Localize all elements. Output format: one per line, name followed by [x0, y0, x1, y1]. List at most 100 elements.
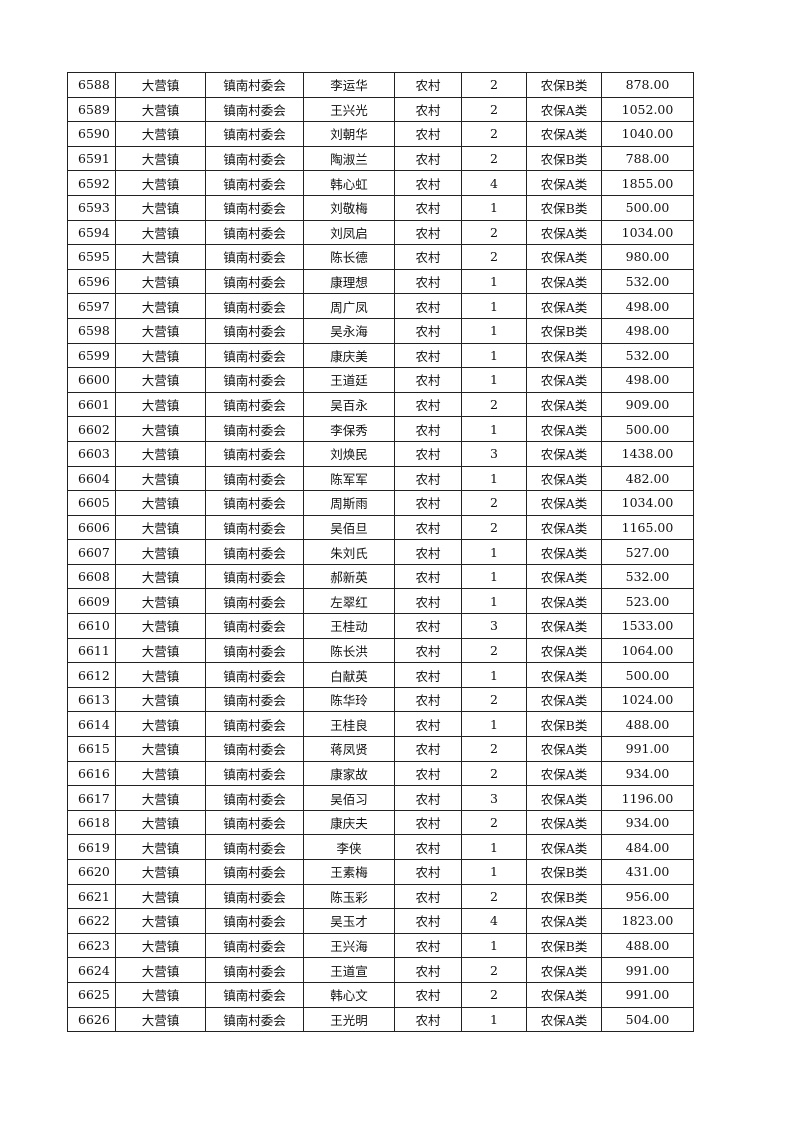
- household-type-cell: 农村: [394, 736, 462, 762]
- table-row: 6588 大营镇 镇南村委会 李运华 农村 2 农保B类 878.00: [67, 72, 694, 98]
- name-cell: 陈长洪: [303, 637, 395, 664]
- family-size-cell: 1: [461, 465, 527, 492]
- village-committee-cell: 镇南村委会: [205, 194, 304, 221]
- name-cell: 吴百永: [303, 391, 395, 418]
- table-row: 6599 大营镇 镇南村委会 康庆美 农村 1 农保A类 532.00: [67, 342, 694, 369]
- household-type-cell: 农村: [394, 711, 462, 738]
- insurance-category-cell: 农保B类: [526, 317, 602, 344]
- household-type-cell: 农村: [394, 440, 462, 467]
- row-number-cell: 6599: [67, 342, 116, 369]
- row-number-cell: 6617: [67, 785, 116, 811]
- table-row: 6618 大营镇 镇南村委会 康庆夫 农村 2 农保A类 934.00: [67, 809, 694, 836]
- name-cell: 王桂良: [303, 711, 395, 738]
- household-type-cell: 农村: [394, 194, 462, 221]
- village-committee-cell: 镇南村委会: [205, 834, 304, 860]
- town-cell: 大营镇: [115, 416, 206, 442]
- village-committee-cell: 镇南村委会: [205, 465, 304, 492]
- amount-cell: 484.00: [601, 834, 694, 860]
- village-committee-cell: 镇南村委会: [205, 760, 304, 787]
- name-cell: 吴永海: [303, 317, 395, 344]
- row-number-cell: 6593: [67, 194, 116, 221]
- row-number-cell: 6594: [67, 219, 116, 246]
- name-cell: 王兴海: [303, 932, 395, 959]
- village-committee-cell: 镇南村委会: [205, 1006, 304, 1033]
- amount-cell: 498.00: [601, 317, 694, 344]
- family-size-cell: 1: [461, 317, 527, 344]
- table-row: 6623 大营镇 镇南村委会 王兴海 农村 1 农保B类 488.00: [67, 932, 694, 959]
- row-number-cell: 6610: [67, 613, 116, 639]
- insurance-category-cell: 农保B类: [526, 932, 602, 959]
- village-committee-cell: 镇南村委会: [205, 809, 304, 836]
- row-number-cell: 6602: [67, 416, 116, 442]
- insurance-category-cell: 农保A类: [526, 637, 602, 664]
- table-row: 6595 大营镇 镇南村委会 陈长德 农村 2 农保A类 980.00: [67, 244, 694, 270]
- household-type-cell: 农村: [394, 367, 462, 393]
- amount-cell: 1438.00: [601, 440, 694, 467]
- village-committee-cell: 镇南村委会: [205, 342, 304, 369]
- town-cell: 大营镇: [115, 563, 206, 590]
- family-size-cell: 2: [461, 145, 527, 172]
- insurance-category-cell: 农保A类: [526, 563, 602, 590]
- family-size-cell: 2: [461, 72, 527, 98]
- table-row: 6610 大营镇 镇南村委会 王桂动 农村 3 农保A类 1533.00: [67, 613, 694, 639]
- town-cell: 大营镇: [115, 686, 206, 713]
- town-cell: 大营镇: [115, 465, 206, 492]
- row-number-cell: 6589: [67, 96, 116, 123]
- town-cell: 大营镇: [115, 613, 206, 639]
- table-row: 6592 大营镇 镇南村委会 韩心虹 农村 4 农保A类 1855.00: [67, 170, 694, 196]
- row-number-cell: 6597: [67, 293, 116, 319]
- table-row: 6607 大营镇 镇南村委会 朱刘氏 农村 1 农保A类 527.00: [67, 539, 694, 565]
- household-type-cell: 农村: [394, 391, 462, 418]
- household-type-cell: 农村: [394, 268, 462, 295]
- household-type-cell: 农村: [394, 416, 462, 442]
- row-number-cell: 6591: [67, 145, 116, 172]
- amount-cell: 1165.00: [601, 514, 694, 541]
- insurance-category-cell: 农保A类: [526, 121, 602, 147]
- insurance-category-cell: 农保A类: [526, 514, 602, 541]
- insurance-category-cell: 农保B类: [526, 194, 602, 221]
- insurance-category-cell: 农保B类: [526, 145, 602, 172]
- amount-cell: 1034.00: [601, 219, 694, 246]
- name-cell: 周广凤: [303, 293, 395, 319]
- row-number-cell: 6616: [67, 760, 116, 787]
- village-committee-cell: 镇南村委会: [205, 317, 304, 344]
- table-row: 6617 大营镇 镇南村委会 吴佰习 农村 3 农保A类 1196.00: [67, 785, 694, 811]
- insurance-category-cell: 农保A类: [526, 736, 602, 762]
- town-cell: 大营镇: [115, 367, 206, 393]
- household-type-cell: 农村: [394, 293, 462, 319]
- village-committee-cell: 镇南村委会: [205, 981, 304, 1008]
- town-cell: 大营镇: [115, 514, 206, 541]
- amount-cell: 500.00: [601, 662, 694, 688]
- family-size-cell: 2: [461, 736, 527, 762]
- row-number-cell: 6612: [67, 662, 116, 688]
- town-cell: 大营镇: [115, 539, 206, 565]
- row-number-cell: 6626: [67, 1006, 116, 1033]
- household-type-cell: 农村: [394, 219, 462, 246]
- family-size-cell: 3: [461, 785, 527, 811]
- amount-cell: 500.00: [601, 194, 694, 221]
- family-size-cell: 4: [461, 170, 527, 196]
- table-row: 6604 大营镇 镇南村委会 陈军军 农村 1 农保A类 482.00: [67, 465, 694, 492]
- insurance-category-cell: 农保A类: [526, 785, 602, 811]
- household-type-cell: 农村: [394, 760, 462, 787]
- insurance-category-cell: 农保A类: [526, 342, 602, 369]
- name-cell: 王道宣: [303, 957, 395, 983]
- insurance-category-cell: 农保A类: [526, 96, 602, 123]
- household-type-cell: 农村: [394, 834, 462, 860]
- amount-cell: 527.00: [601, 539, 694, 565]
- name-cell: 王兴光: [303, 96, 395, 123]
- row-number-cell: 6592: [67, 170, 116, 196]
- name-cell: 刘朝华: [303, 121, 395, 147]
- row-number-cell: 6603: [67, 440, 116, 467]
- insurance-category-cell: 农保A类: [526, 268, 602, 295]
- name-cell: 吴佰旦: [303, 514, 395, 541]
- amount-cell: 980.00: [601, 244, 694, 270]
- village-committee-cell: 镇南村委会: [205, 145, 304, 172]
- name-cell: 王光明: [303, 1006, 395, 1033]
- table-body: 6588 大营镇 镇南村委会 李运华 农村 2 农保B类 878.00 6589 大营镇 镇南村委会…: [67, 72, 694, 1033]
- household-type-cell: 农村: [394, 317, 462, 344]
- amount-cell: 878.00: [601, 72, 694, 98]
- household-type-cell: 农村: [394, 465, 462, 492]
- row-number-cell: 6595: [67, 244, 116, 270]
- amount-cell: 991.00: [601, 957, 694, 983]
